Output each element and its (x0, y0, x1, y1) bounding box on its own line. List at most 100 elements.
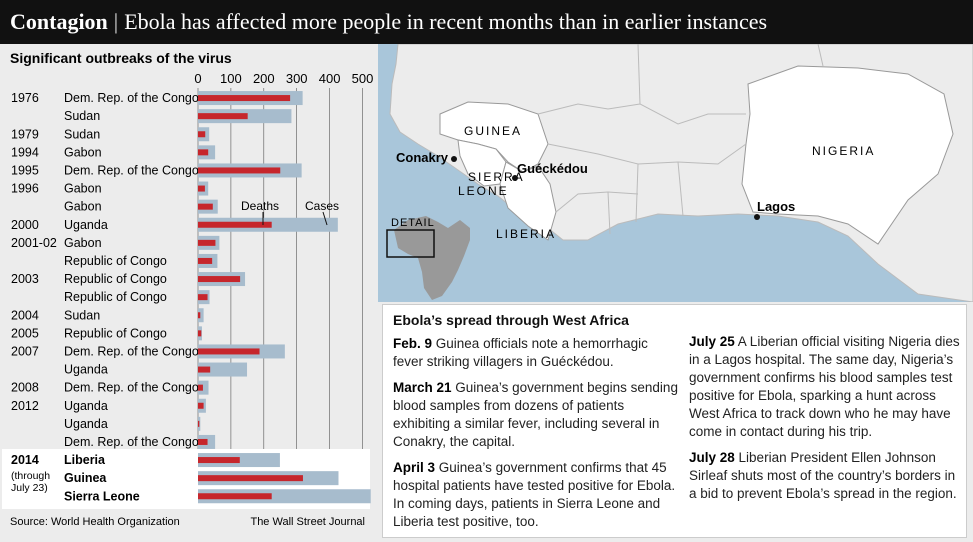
bar-deaths (198, 420, 200, 427)
bar-cases (198, 362, 248, 377)
legend-deaths: Deaths (241, 199, 279, 213)
banner-head: Contagion (10, 9, 108, 34)
bar-deaths (198, 113, 248, 120)
chart-source: Source: World Health Organization (10, 516, 180, 528)
bar-deaths (198, 493, 272, 500)
bar-deaths (198, 185, 205, 192)
map-svg: DETAIL GUINEA SIERRA LEONE LIBERIA NIGER… (386, 44, 973, 302)
row-year: 1979 (11, 127, 39, 141)
bar-deaths (198, 203, 213, 210)
row-year-note: July 23) (11, 482, 48, 494)
row-country: Liberia (64, 453, 106, 467)
row-year: 2012 (11, 399, 39, 413)
row-country: Republic of Congo (64, 290, 167, 304)
gueckedou-label: Guéckédou (517, 161, 588, 176)
timeline-title: Ebola’s spread through West Africa (393, 312, 629, 328)
entry-text: Guinea’s government confirms that 45 hos… (393, 460, 676, 529)
bar-deaths (198, 257, 213, 264)
row-year: 2000 (11, 218, 39, 232)
row-country: Dem. Rep. of the Congo (64, 344, 199, 358)
tick-label: 0 (194, 71, 201, 86)
row-country: Sudan (64, 127, 100, 141)
tick-label: 400 (319, 71, 341, 86)
banner-title: Ebola has affected more people in recent… (124, 9, 768, 34)
bar-deaths (198, 294, 208, 301)
row-year: 2003 (11, 272, 39, 286)
entry-text: Guinea officials note a hemorrhagic feve… (393, 336, 648, 369)
bar-deaths (198, 239, 216, 246)
guinea-label: GUINEA (464, 124, 522, 138)
legend-cases-leader (322, 211, 328, 226)
row-year: 1994 (11, 145, 39, 159)
chart-rows: 1976 Dem. Rep. of the Congo Sudan 1979 Sudan… (11, 91, 199, 503)
legend-cases: Cases (305, 199, 339, 213)
tick-label: 300 (286, 71, 308, 86)
row-year: 1976 (11, 91, 39, 105)
chart-bars (198, 91, 371, 504)
row-country: Dem. Rep. of the Congo (64, 91, 199, 105)
liberia-label: LIBERIA (496, 227, 556, 241)
row-country: Uganda (64, 363, 108, 377)
africa-inset (394, 216, 470, 300)
bar-cases (198, 380, 209, 395)
row-country: Republic of Congo (64, 272, 167, 286)
bar-deaths (198, 457, 240, 464)
bar-deaths (198, 276, 241, 283)
bar-cases (198, 489, 371, 504)
entry-text: Liberian President Ellen Johnson Sirleaf… (689, 450, 957, 501)
row-year: 2001-02 (11, 236, 57, 250)
west-africa-map: DETAIL GUINEA SIERRA LEONE LIBERIA NIGER… (378, 44, 973, 302)
bar-deaths (198, 438, 208, 445)
row-country: Uganda (64, 399, 108, 413)
row-country: Dem. Rep. of the Congo (64, 381, 199, 395)
bar-deaths (198, 348, 260, 355)
row-year-note: (through (11, 470, 50, 482)
row-year: 2005 (11, 326, 39, 340)
timeline-panel: Ebola’s spread through West Africa Feb. … (378, 302, 973, 542)
row-country: Gabon (64, 145, 102, 159)
tick-label: 100 (220, 71, 242, 86)
row-year: 2008 (11, 381, 39, 395)
bar-deaths (198, 95, 291, 102)
chart-title: Significant outbreaks of the virus (10, 50, 232, 66)
bar-deaths (198, 131, 206, 138)
gueckedou-dot (512, 175, 518, 181)
timeline-entry: March 21 Guinea’s government begins send… (393, 379, 678, 451)
conakry-dot (451, 156, 457, 162)
bar-deaths (198, 221, 272, 228)
lagos-label: Lagos (757, 199, 795, 214)
row-year: 2004 (11, 308, 39, 322)
chart-ticks: 0 100 200 300 400 500 (194, 71, 373, 86)
row-country: Sudan (64, 308, 100, 322)
row-country: Republic of Congo (64, 326, 167, 340)
row-country: Gabon (64, 200, 102, 214)
row-country: Gabon (64, 182, 102, 196)
outbreak-chart: Significant outbreaks of the virus 0 100 2… (2, 50, 373, 528)
timeline-column-left: Feb. 9 Guinea officials note a hemorrhag… (393, 335, 678, 539)
entry-date: Feb. 9 (393, 336, 433, 351)
row-country: Guinea (64, 471, 107, 485)
row-country: Sierra Leone (64, 489, 140, 503)
row-year: 1996 (11, 182, 39, 196)
tick-label: 200 (253, 71, 275, 86)
chart-credit: The Wall Street Journal (250, 516, 365, 528)
row-country: Gabon (64, 236, 102, 250)
bar-deaths (198, 366, 211, 373)
lagos-dot (754, 214, 760, 220)
timeline-entry: July 28 Liberian President Ellen Johnson… (689, 449, 963, 503)
nigeria-shape (741, 65, 954, 245)
bar-deaths (198, 384, 203, 391)
row-country: Sudan (64, 109, 100, 123)
highlight-label-bg (2, 449, 198, 509)
banner-separator: | (113, 9, 119, 34)
row-country: Dem. Rep. of the Congo (64, 163, 199, 177)
timeline-box: Ebola’s spread through West Africa Feb. … (382, 304, 967, 538)
row-country: Republic of Congo (64, 254, 167, 268)
entry-date: July 28 (689, 450, 735, 465)
detail-label: DETAIL (391, 217, 435, 229)
liberia-shape (499, 161, 557, 241)
row-year: 2014 (11, 453, 39, 467)
row-country: Uganda (64, 417, 108, 431)
conakry-label: Conakry (396, 150, 449, 165)
entry-date: April 3 (393, 460, 436, 475)
